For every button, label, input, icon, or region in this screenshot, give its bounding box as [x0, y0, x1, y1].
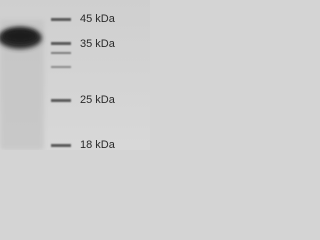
marker-band [51, 18, 71, 21]
marker-band [51, 66, 71, 68]
marker-band [51, 99, 71, 102]
marker-label: 45 kDa [80, 13, 116, 25]
marker-label: 35 kDa [80, 38, 116, 50]
marker-band [51, 42, 71, 45]
marker-lane [51, 18, 71, 147]
marker-band [51, 144, 71, 147]
marker-label: 18 kDa [80, 139, 116, 150]
page: 45 kDa 35 kDa 25 kDa 18 kDa (() => { con… [0, 0, 150, 150]
protein-band-core [3, 29, 37, 43]
marker-label: 25 kDa [80, 94, 116, 106]
marker-band [51, 52, 71, 54]
gel-image: 45 kDa 35 kDa 25 kDa 18 kDa [0, 0, 150, 150]
